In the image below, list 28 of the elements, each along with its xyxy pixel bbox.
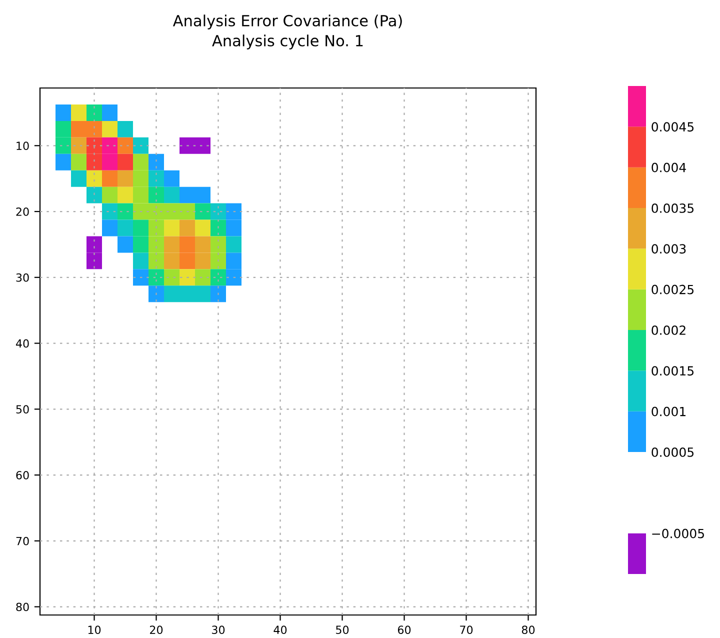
color-bar-label: 0.0045 [652,122,694,132]
x-tick-label: 60 [398,626,411,634]
x-tick-label: 20 [150,626,163,634]
color-bar-label: 0.002 [652,325,686,335]
color-bar-label: 0.0015 [652,366,694,376]
y-tick-label: 80 [16,602,29,612]
x-tick-label: 80 [522,626,535,634]
x-tick-label: 50 [336,626,349,634]
y-tick-label: 30 [16,273,29,282]
y-tick-label: 60 [16,470,29,480]
color-bar-label: 0.0025 [652,284,694,294]
x-tick-label: 40 [274,626,287,634]
y-tick-label: 50 [16,405,29,414]
y-tick-label: 40 [16,339,29,348]
color-bar-label: 0.003 [652,244,686,254]
color-bar-label: 0.0035 [652,203,694,213]
y-tick-label: 10 [16,142,29,150]
x-tick-label: 70 [460,626,473,634]
color-bar-label: 0.004 [652,162,686,172]
y-tick-label: 70 [16,536,29,546]
color-bar-label: 0.001 [652,406,686,416]
x-tick-label: 30 [212,626,225,634]
chart-subtitle: Analysis cycle No. 1 [212,34,363,50]
y-tick-label: 20 [16,207,29,216]
color-bar-label: 0.0005 [652,447,694,457]
chart-title: Analysis Error Covariance (Pa) [172,14,402,30]
color-bar-label: −0.0005 [652,528,704,538]
x-tick-label: 10 [88,626,101,634]
